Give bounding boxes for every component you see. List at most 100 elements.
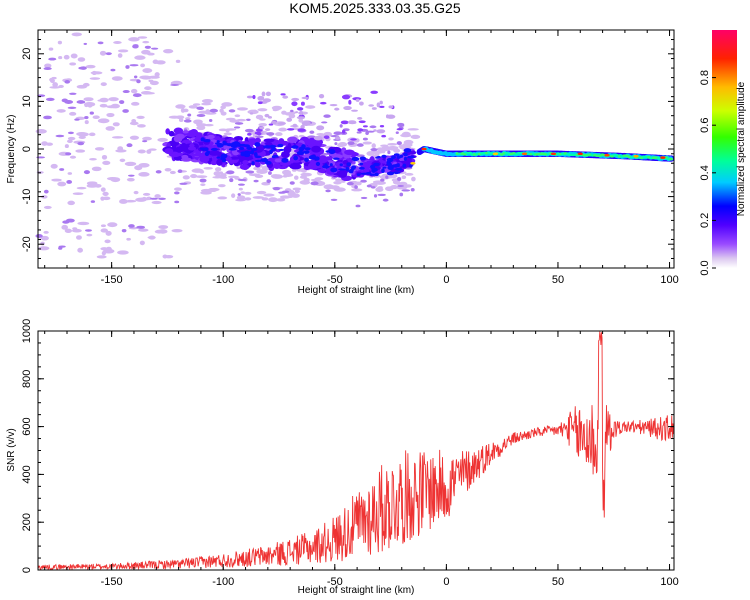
spectrogram-cell <box>278 127 288 132</box>
spectrogram-cell <box>173 127 184 134</box>
spectrogram-cell <box>267 115 273 119</box>
spectrogram-cell <box>162 254 168 259</box>
spectrogram-cell <box>94 147 105 151</box>
spectrogram-cell <box>263 193 275 197</box>
spectrogram-cell <box>196 113 206 117</box>
spectrogram-cell <box>386 171 395 176</box>
spectrogram-cell <box>399 192 404 197</box>
spectrogram-cell <box>338 142 348 147</box>
spectrogram-cell <box>322 164 330 169</box>
spectrogram-cell <box>280 93 286 96</box>
spectrogram-cell <box>216 156 221 159</box>
spectrogram-cell <box>210 160 218 166</box>
spectrogram-cell <box>365 171 372 175</box>
spectrogram-cell <box>84 120 89 125</box>
spectrogram-cell <box>115 149 127 153</box>
spectrogram-cell <box>113 41 122 44</box>
spectrogram-cell <box>286 128 295 131</box>
spectrogram-cell <box>293 155 299 161</box>
spectrogram-cell <box>237 183 245 186</box>
spectrogram-cell <box>309 130 315 134</box>
spectrogram-cell <box>313 139 323 148</box>
spectrogram-cell <box>359 156 367 161</box>
spectrogram-cell <box>207 187 218 193</box>
spectrogram-cell <box>67 172 73 175</box>
spectrogram-cell <box>254 142 261 147</box>
spectrogram-cell <box>233 126 241 129</box>
spectrogram-cell <box>234 122 244 125</box>
spectrogram-cell <box>371 143 376 149</box>
spectrogram-cell <box>129 121 139 126</box>
spectrogram-cell <box>189 143 195 148</box>
spectrogram-cell <box>44 63 52 69</box>
spectrogram-ytick-label: 0 <box>21 146 33 152</box>
spectrogram-cell <box>169 170 176 175</box>
snr-ytick-label: 800 <box>21 370 33 388</box>
spectrogram-ylabel: Frequency (Hz) <box>6 115 17 184</box>
spectrogram-cell <box>315 161 321 167</box>
spectrogram-cell <box>193 119 203 125</box>
spectrogram-cell <box>43 189 49 194</box>
spectrogram-cell <box>127 174 135 177</box>
spectrogram-cell <box>84 115 89 120</box>
spectrogram-cell <box>69 111 77 116</box>
spectrogram-cell <box>334 136 341 140</box>
spectrogram-cell <box>331 154 343 159</box>
spectrogram-cell <box>203 166 213 170</box>
spectrogram-cell <box>136 115 145 120</box>
spectrogram-cell <box>74 118 80 121</box>
spectrogram-cell <box>330 167 338 173</box>
spectrogram-cell <box>289 181 295 185</box>
spectrogram-cell <box>261 197 269 201</box>
spectrogram-cell <box>388 137 394 141</box>
spectrogram-cell <box>244 191 252 195</box>
spectrogram-cell <box>400 133 412 138</box>
spectrogram-cell <box>351 188 363 192</box>
spectrogram-cell <box>67 136 76 141</box>
spectrogram-cell <box>351 156 360 162</box>
figure-title: KOM5.2025.333.03.35.G25 <box>289 0 460 16</box>
spectrogram-cell <box>604 153 610 157</box>
spectrogram-cell <box>390 146 396 151</box>
spectrogram-cell <box>307 135 317 139</box>
spectrogram-cell <box>373 162 380 167</box>
spectrogram-cell <box>170 83 180 86</box>
spectrogram-cell <box>200 183 206 187</box>
spectrogram-cell <box>58 84 64 88</box>
spectrogram-cell <box>99 103 108 108</box>
spectrogram-cell <box>380 144 389 147</box>
spectrogram-cell <box>240 191 246 194</box>
spectrogram-cell <box>397 177 402 181</box>
spectrogram-xtick-label: -100 <box>212 274 234 286</box>
spectrogram-cell <box>287 142 292 150</box>
spectrogram-cell <box>264 160 272 165</box>
spectrogram-cell <box>117 250 129 255</box>
spectrogram-cell <box>333 187 346 192</box>
spectrogram-cell <box>347 141 355 145</box>
spectrogram-cell <box>328 149 336 155</box>
spectrogram-cell <box>334 107 340 111</box>
spectrogram-cell <box>92 115 100 120</box>
spectrogram-ytick-label: -10 <box>21 189 33 205</box>
spectrogram-cell <box>144 45 151 49</box>
colorbar: 0.0 0.2 0.4 0.6 0.8 Normalized spectral ampl… <box>699 30 747 276</box>
spectrogram-cell <box>292 187 302 191</box>
spectrogram-cell <box>261 91 266 97</box>
spectrogram-cell <box>330 198 338 202</box>
spectrogram-cell <box>43 115 52 120</box>
spectrogram-cell <box>231 193 236 198</box>
spectrogram-cell <box>141 77 151 80</box>
spectrogram-cell <box>247 132 252 136</box>
spectrogram-cell <box>196 106 205 110</box>
spectrogram-cell <box>371 168 376 174</box>
spectrogram-cell <box>300 172 312 177</box>
spectrogram-cell <box>101 154 108 160</box>
spectrogram-cell <box>304 147 311 151</box>
spectrogram-cell <box>250 150 255 155</box>
spectrogram-cell <box>366 184 372 188</box>
spectrogram-cell <box>242 160 249 165</box>
spectrogram-cell <box>257 101 263 105</box>
spectrogram-cell <box>185 117 191 120</box>
spectrogram-cell <box>192 152 205 157</box>
spectrogram-cell <box>112 122 120 127</box>
